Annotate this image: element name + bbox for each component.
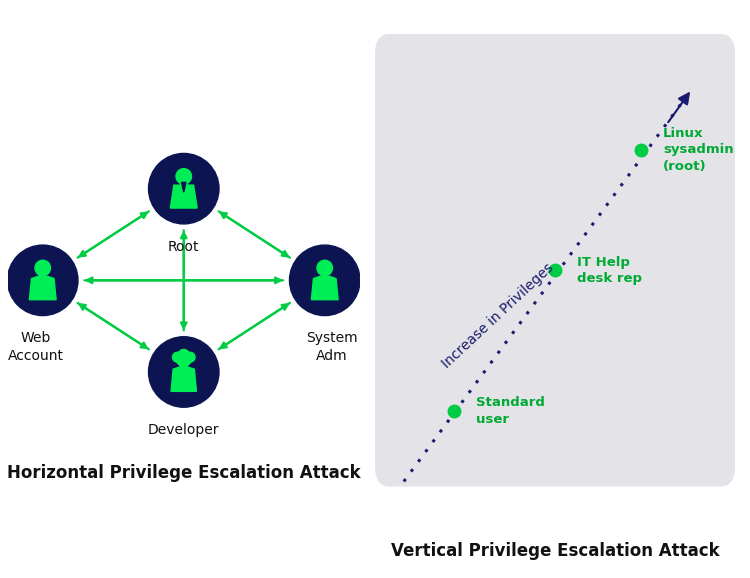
Text: IT Help
desk rep: IT Help desk rep: [577, 255, 641, 285]
Text: Vertical Privilege Escalation Attack: Vertical Privilege Escalation Attack: [391, 542, 719, 560]
Text: Horizontal Privilege Escalation Attack: Horizontal Privilege Escalation Attack: [7, 464, 361, 481]
Polygon shape: [170, 181, 197, 208]
Circle shape: [176, 169, 191, 184]
Circle shape: [35, 260, 50, 276]
Polygon shape: [311, 275, 338, 300]
Text: Increase in Privileges: Increase in Privileges: [439, 260, 556, 370]
Circle shape: [317, 260, 332, 276]
Circle shape: [148, 337, 219, 407]
Text: System
Adm: System Adm: [306, 331, 358, 363]
Circle shape: [8, 245, 78, 316]
Text: Linux
sysadmin
(root): Linux sysadmin (root): [663, 127, 734, 173]
Circle shape: [176, 351, 191, 366]
Text: Standard
user: Standard user: [476, 397, 544, 426]
Polygon shape: [171, 366, 196, 391]
Text: Web
Account: Web Account: [8, 331, 64, 363]
Circle shape: [172, 352, 182, 362]
Text: Root: Root: [168, 240, 200, 254]
Circle shape: [178, 350, 190, 361]
Circle shape: [148, 153, 219, 224]
Circle shape: [290, 245, 360, 316]
FancyBboxPatch shape: [375, 34, 735, 487]
Polygon shape: [182, 182, 186, 192]
Text: Developer: Developer: [148, 423, 220, 437]
Polygon shape: [29, 275, 56, 300]
Circle shape: [185, 352, 195, 362]
